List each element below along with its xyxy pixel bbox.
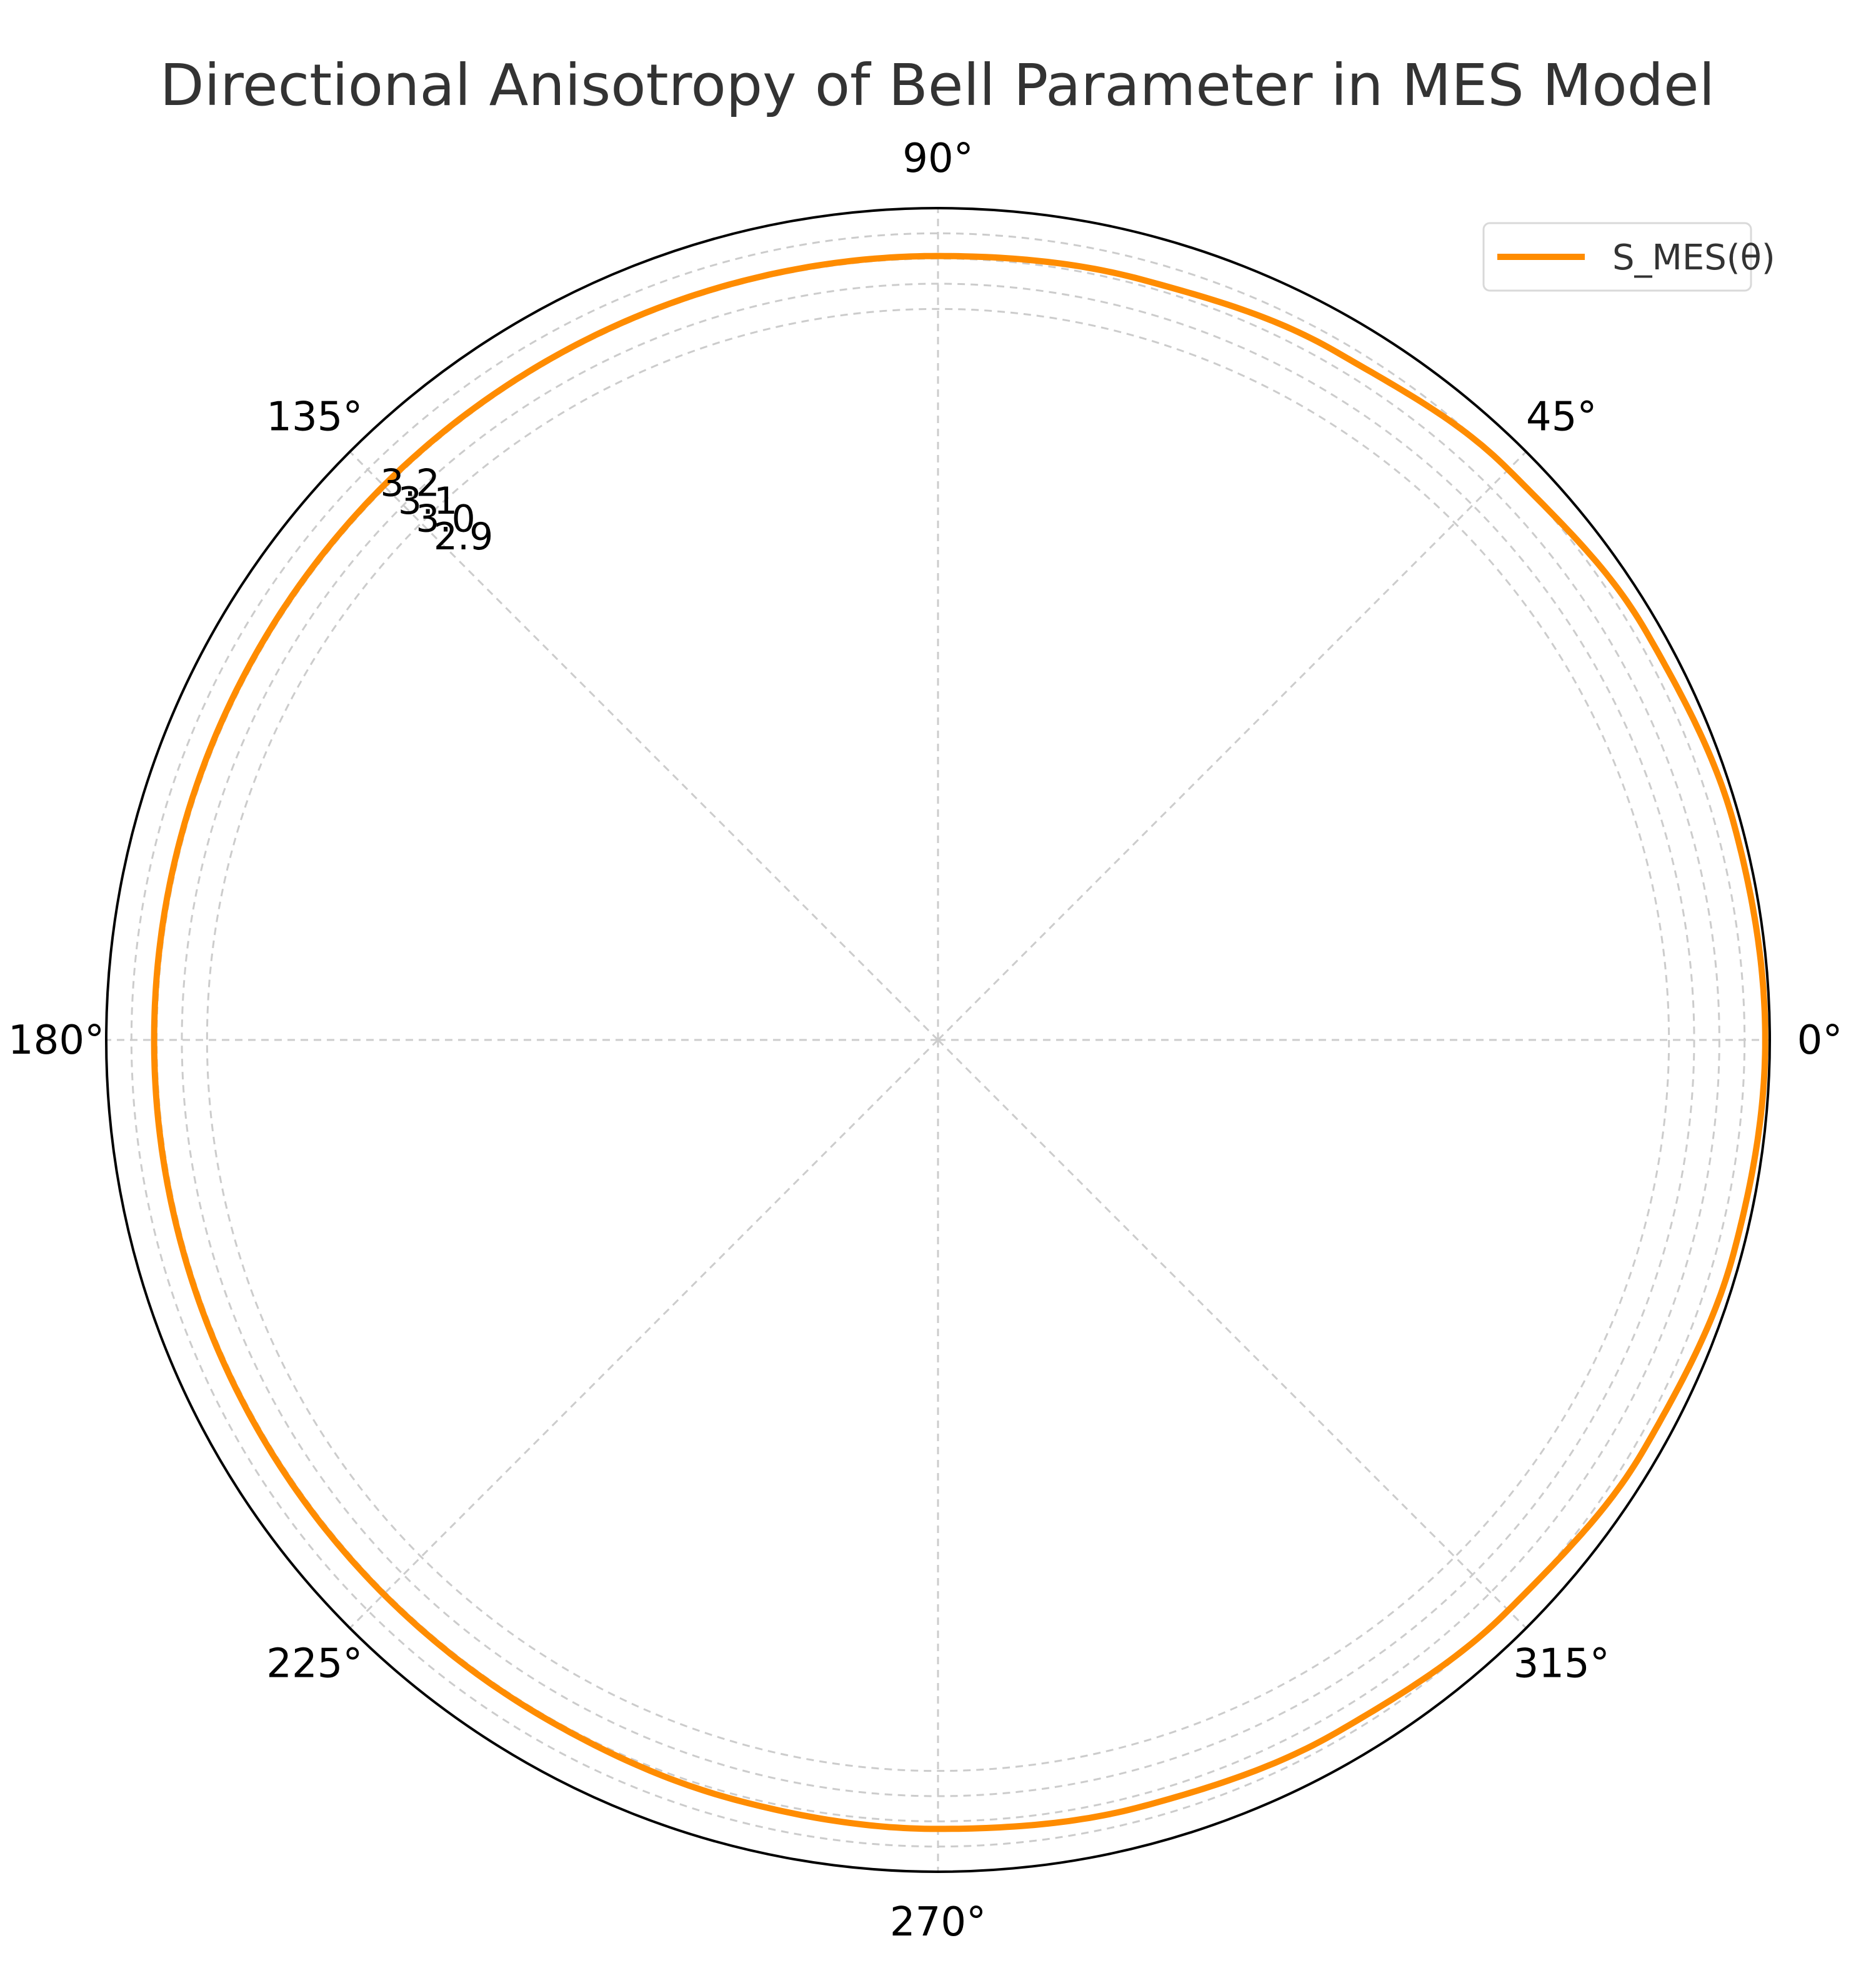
r-tick-label-2.9: 2.9	[434, 515, 493, 559]
theta-gridline-135	[349, 451, 939, 1041]
theta-gridline-45	[937, 451, 1527, 1041]
theta-gridline-315	[937, 1039, 1527, 1629]
theta-tick-label-90: 90°	[902, 136, 973, 182]
r-gridline-3.2	[130, 232, 1746, 1848]
r-tick-label-3.2: 3.2	[380, 461, 439, 505]
series-line-0	[151, 252, 1769, 1832]
r-tick-label-3: 3.0	[416, 497, 475, 541]
outer-ring	[105, 207, 1771, 1873]
series-layer	[151, 252, 1769, 1832]
r-tick-labels: 2.93.03.13.2	[380, 461, 493, 559]
r-tick-label-3.1: 3.1	[398, 479, 457, 523]
theta-tick-label-180: 180°	[8, 1017, 104, 1064]
theta-tick-label-135: 135°	[266, 394, 362, 440]
theta-tick-label-270: 270°	[890, 1899, 986, 1946]
legend-label-0: S_MES(θ)	[1612, 237, 1775, 278]
theta-tick-label-0: 0°	[1797, 1017, 1843, 1064]
polar-frame	[105, 207, 1771, 1873]
theta-tick-labels: 0° 45° 90° 135° 180° 225° 270° 315°	[8, 136, 1842, 1946]
theta-tick-label-315: 315°	[1514, 1641, 1610, 1687]
legend-box	[1482, 222, 1752, 292]
chart-title: Directional Anisotropy of Bell Parameter…	[160, 52, 1715, 119]
theta-tick-label-225: 225°	[266, 1641, 362, 1687]
legend: S_MES(θ)	[1482, 222, 1775, 292]
grid	[106, 208, 1770, 1872]
r-gridline-2.9	[206, 307, 1670, 1772]
theta-gridline-225	[349, 1039, 939, 1629]
theta-tick-label-45: 45°	[1526, 394, 1597, 440]
r-gridline-3	[181, 282, 1695, 1797]
